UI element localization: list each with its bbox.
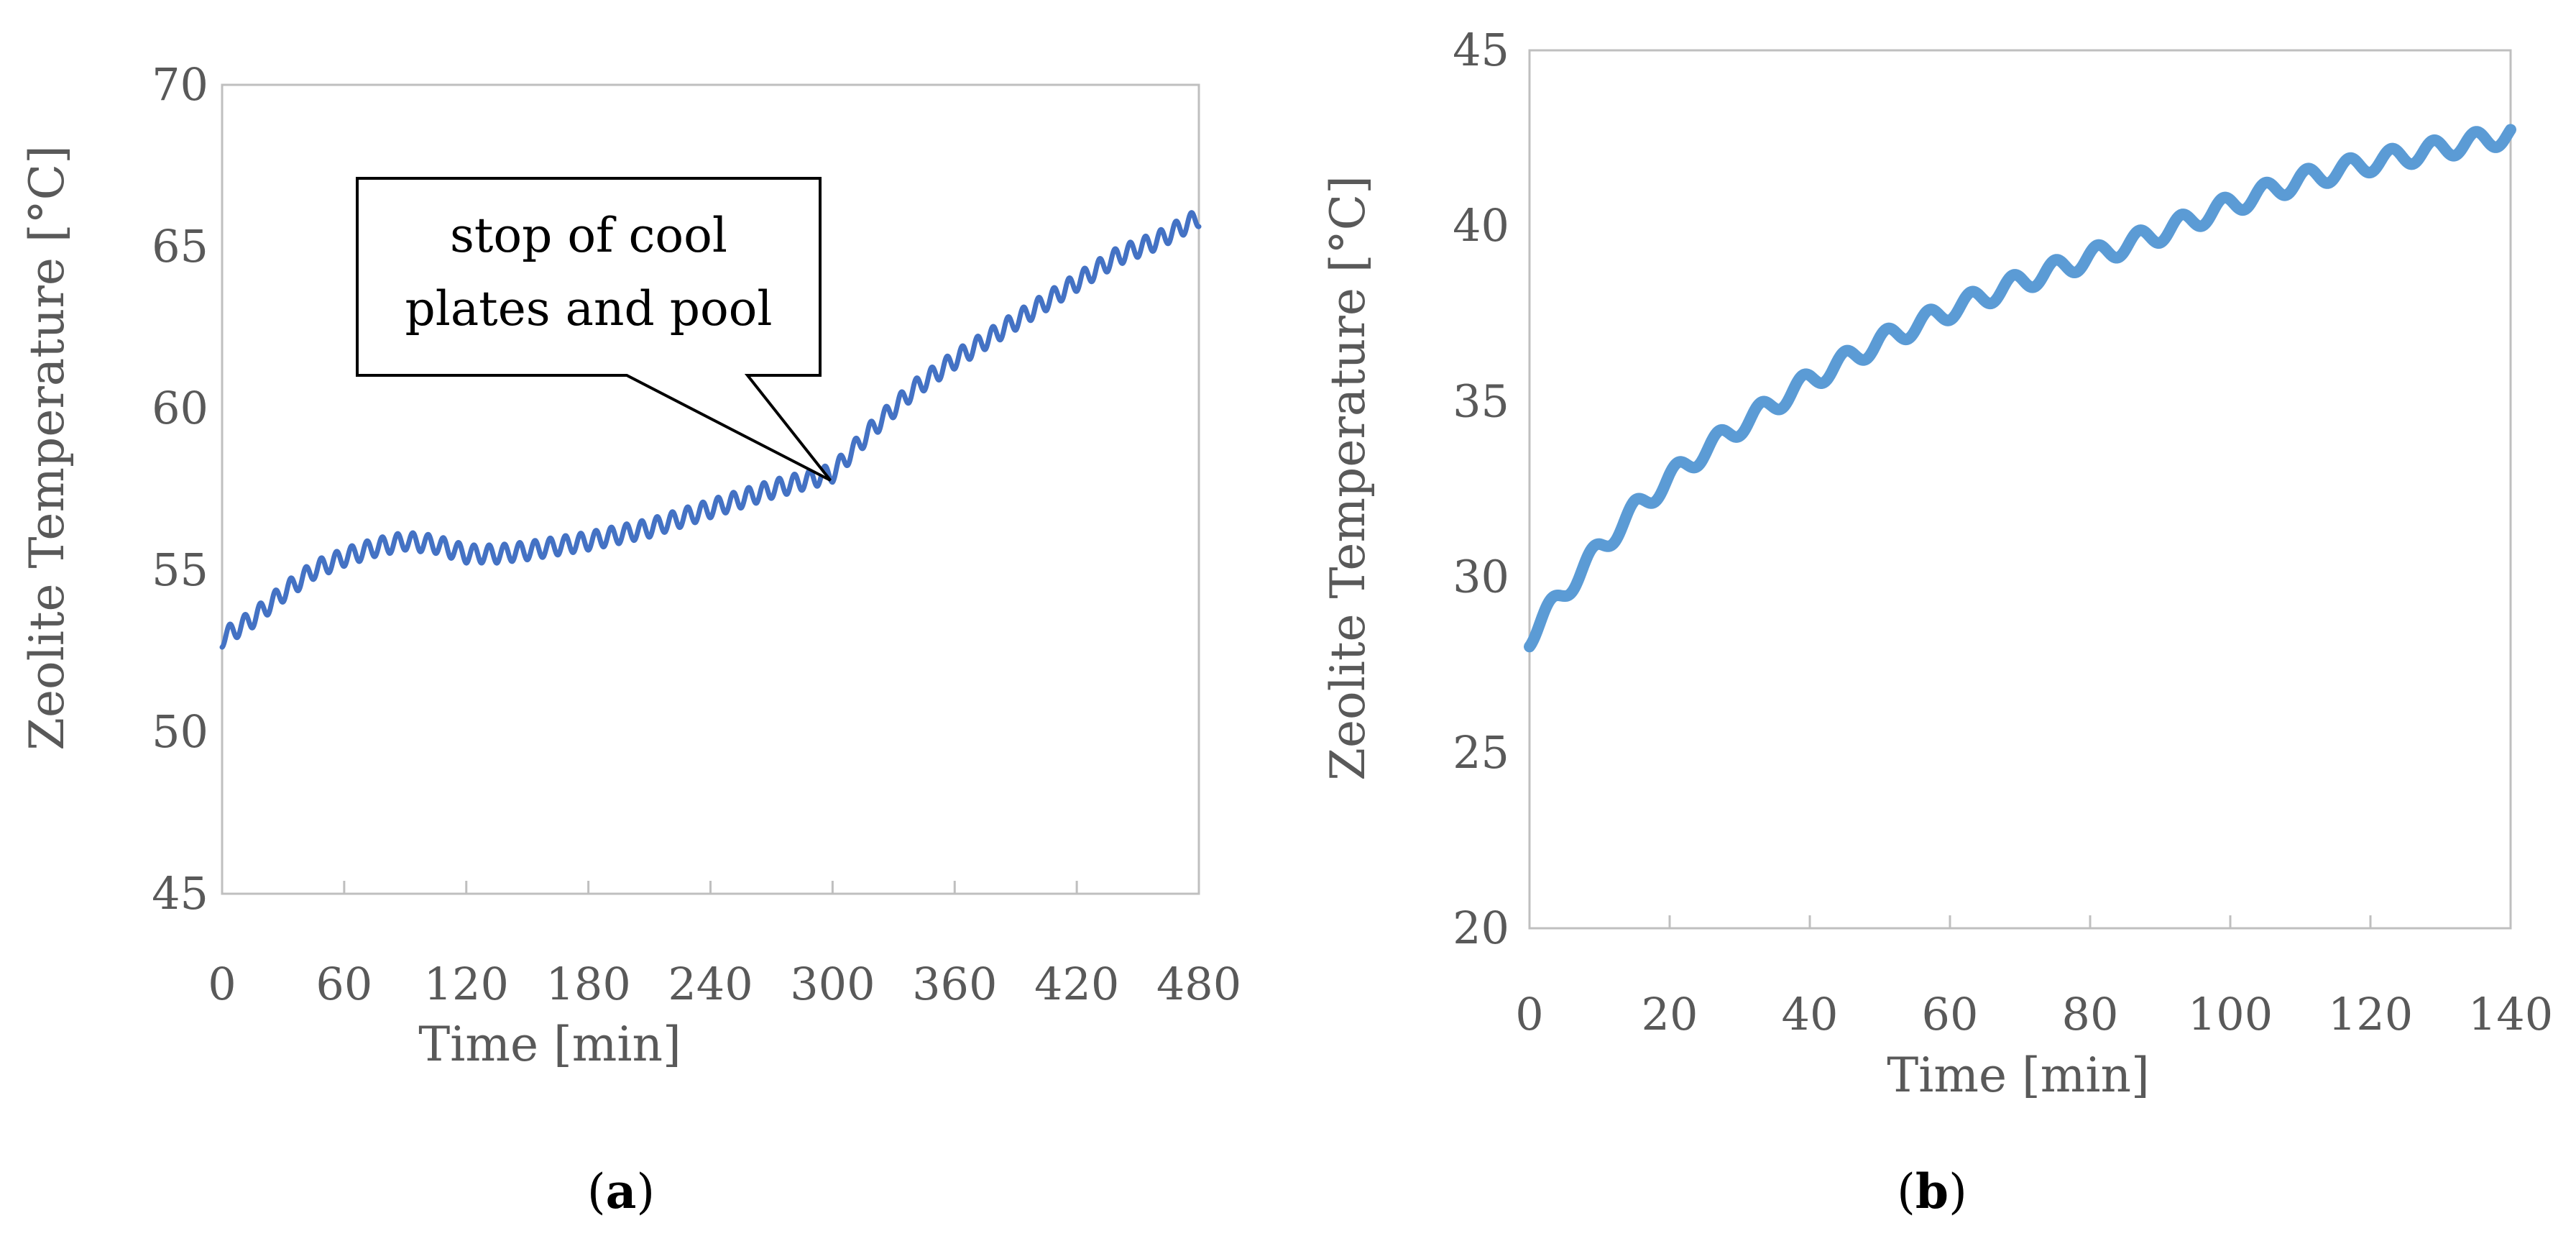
- panel-b-y-tick-label: 35: [1453, 375, 1509, 427]
- panel-a-x-axis-title: Time [min]: [418, 1017, 681, 1072]
- panel-b-caption-letter: b: [1915, 1163, 1949, 1219]
- panel-b-x-tick-label: 100: [2188, 988, 2273, 1040]
- panel-a-callout-line-1: stop of cool: [450, 208, 727, 263]
- panel-a-y-tick-label: 65: [152, 220, 208, 273]
- panel-a-x-tick-labels: 0 60 120 180 240 300 360 420 480: [208, 958, 1241, 1010]
- panel-b-x-tick-label: 60: [1922, 988, 1979, 1040]
- panel-a-x-tick-label: 480: [1156, 958, 1241, 1010]
- panel-b-x-tick-label: 120: [2328, 988, 2413, 1040]
- panel-a-x-tick-label: 0: [208, 958, 236, 1010]
- panel-a-x-tick-label: 180: [546, 958, 630, 1010]
- panel-b-series-line: [1524, 124, 2516, 653]
- panel-a-series-line: [219, 210, 1202, 650]
- panel-a-callout-line-2: plates and pool: [405, 281, 772, 337]
- panel-a-annotation-callout: stop of cool plates and pool: [356, 177, 832, 482]
- panel-a-x-tick-label: 420: [1034, 958, 1119, 1010]
- panel-b-y-tick-labels: 20 25 30 35 40 45: [1453, 24, 1509, 954]
- panel-b-x-tick-label: 20: [1642, 988, 1698, 1040]
- panel-b-x-tick-labels: 0 20 40 60 80 100 120 140: [1515, 988, 2553, 1040]
- panel-b-y-axis-title: Zeolite Temperature [°C]: [1320, 175, 1376, 781]
- panel-b-x-tick-label: 140: [2468, 988, 2553, 1040]
- panel-a-caption-letter: a: [606, 1163, 637, 1219]
- panel-b-x-tick-label: 80: [2062, 988, 2119, 1040]
- panel-b-plot-frame: [1528, 49, 2512, 930]
- panel-a-x-tick-label: 300: [790, 958, 875, 1010]
- panel-a-caption: (a): [587, 1163, 655, 1219]
- panel-b-x-axis-title: Time [min]: [1887, 1048, 2149, 1103]
- panel-b-caption: (b): [1897, 1163, 1967, 1219]
- panel-b-y-tick-label: 20: [1453, 902, 1509, 954]
- panel-a-y-tick-labels: 45 50 55 60 65 70: [152, 58, 208, 920]
- panel-a-x-tick-label: 120: [424, 958, 509, 1010]
- panel-a-y-tick-label: 45: [152, 867, 208, 920]
- panel-a-y-tick-label: 55: [152, 544, 208, 596]
- panel-a-y-axis-title: Zeolite Temperature [°C]: [19, 145, 75, 751]
- panel-a-y-tick-label: 70: [152, 58, 208, 111]
- panel-b-y-tick-label: 45: [1453, 24, 1509, 76]
- panel-a-callout-box: [356, 177, 832, 482]
- panel-a-x-tick-label: 240: [668, 958, 753, 1010]
- panel-a-x-tick-label: 360: [912, 958, 997, 1010]
- panel-b-y-tick-label: 25: [1453, 726, 1509, 779]
- panel-b-y-tick-label: 30: [1453, 551, 1509, 603]
- panel-b-y-tick-label: 40: [1453, 199, 1509, 252]
- panel-a-y-tick-label: 50: [152, 705, 208, 758]
- panel-a-chart: 0 60 120 180 240 300 360 420 480 45 50 55 60 65 70 Ti…: [19, 58, 1241, 1219]
- panel-a-y-tick-label: 60: [152, 382, 208, 434]
- panel-a-x-tick-label: 60: [316, 958, 372, 1010]
- panel-b-x-tick-label: 40: [1782, 988, 1839, 1040]
- panel-b-x-tick-label: 0: [1515, 988, 1543, 1040]
